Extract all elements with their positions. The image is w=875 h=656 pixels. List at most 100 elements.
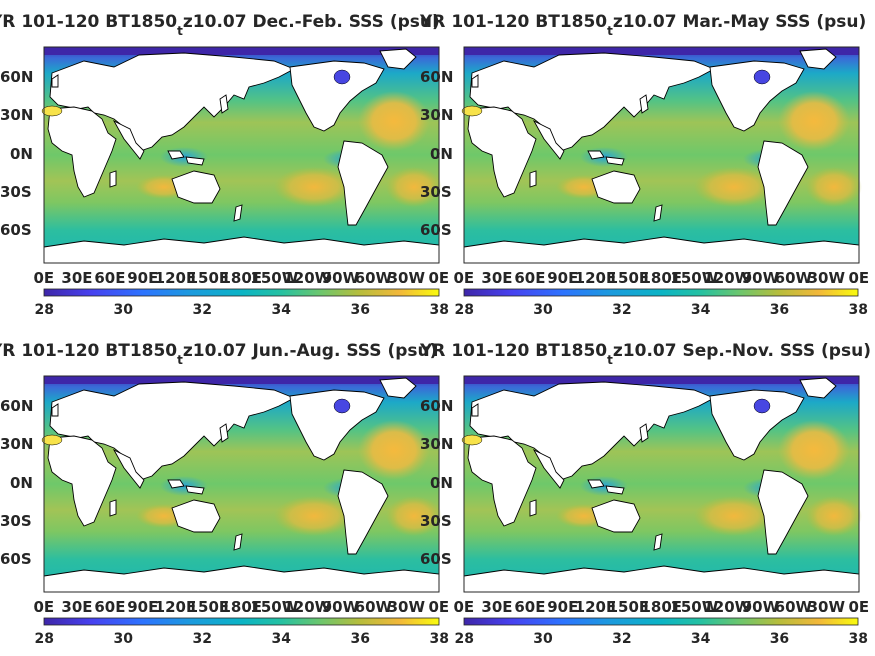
lon-label: 60E [514, 269, 546, 287]
lat-label: 0N [10, 474, 33, 492]
colorbar-tick-label: 36 [350, 302, 370, 318]
colorbar-tick-label: 28 [34, 631, 54, 647]
landmass [532, 119, 565, 160]
landmass [51, 403, 59, 417]
colorbar-tick-label: 38 [429, 302, 449, 318]
lon-label: 150E [187, 598, 230, 616]
landmass [529, 499, 537, 517]
colorbar [463, 288, 859, 297]
colorbar-tick-label: 32 [192, 302, 212, 318]
colorbar-tick-label: 34 [271, 631, 291, 647]
lat-label: 30N [420, 106, 454, 124]
colorbar-tick-label: 30 [533, 302, 553, 318]
colorbar-tick-label: 28 [34, 302, 54, 318]
lon-label: 60E [94, 269, 126, 287]
colorbar-tick-label: 34 [271, 302, 291, 318]
landmass [605, 485, 625, 495]
lon-label: 60E [94, 598, 126, 616]
landmass [757, 140, 809, 226]
lon-label: 60W [354, 598, 393, 616]
landmass [51, 74, 59, 88]
lat-label: 60N [0, 68, 34, 86]
lon-label: 0E [848, 598, 870, 616]
landmass [379, 48, 417, 70]
landmass [467, 435, 537, 527]
lon-label: 90W [741, 269, 780, 287]
landmass [471, 403, 479, 417]
lon-label: 30W [807, 269, 845, 287]
landmass [653, 533, 663, 551]
colorbar-tick-label: 34 [690, 631, 711, 647]
landmass [49, 52, 296, 152]
landmass [112, 119, 145, 160]
lat-label: 0N [430, 145, 453, 163]
colorbar-tick-label: 38 [848, 302, 868, 318]
panel-title: YR 101-120 BT1850tz10.07 Jun.-Aug. SSS (… [0, 341, 438, 368]
lon-label: 0E [848, 269, 870, 287]
colorbar-tick-label: 36 [350, 631, 370, 647]
lon-label: 150W [250, 269, 299, 287]
lon-label: 150E [607, 598, 650, 616]
landmass [219, 94, 229, 114]
colorbar-tick-label: 36 [769, 302, 790, 318]
colorbar-tick-label: 28 [454, 302, 474, 318]
landmass [757, 469, 809, 555]
lon-label: 120W [283, 598, 332, 616]
panel-title: YR 101-120 BT1850tz10.07 Dec.-Feb. SSS (… [0, 12, 440, 39]
lon-label: 150W [670, 269, 719, 287]
lon-label: 90W [321, 598, 360, 616]
sss-map [41, 46, 442, 264]
lat-label: 60N [0, 397, 34, 415]
lon-label: 0E [453, 269, 475, 287]
landmass [799, 377, 837, 399]
lon-label: 60W [354, 269, 393, 287]
panel-title: YR 101-120 BT1850tz10.07 Mar.-May SSS (p… [420, 12, 867, 39]
landmass [47, 435, 117, 527]
lon-label: 180E [220, 598, 263, 616]
lon-label: 60W [774, 269, 813, 287]
lon-label: 60W [774, 598, 813, 616]
colorbar-tick-label: 32 [612, 631, 632, 647]
landmass [167, 150, 185, 160]
lon-label: 120E [154, 269, 197, 287]
lon-label: 90E [547, 598, 579, 616]
colorbar [463, 617, 859, 626]
lat-label: 30S [420, 512, 452, 530]
colorbar [43, 617, 440, 626]
landmass [109, 499, 117, 517]
landmass [587, 479, 605, 489]
landmass [639, 423, 649, 443]
lon-label: 30E [61, 269, 93, 287]
lon-label: 90W [741, 598, 780, 616]
lon-label: 90E [127, 598, 159, 616]
sss-map [41, 375, 442, 593]
landmass [532, 448, 565, 489]
lon-label: 120E [574, 269, 617, 287]
lat-label: 0N [10, 145, 33, 163]
lon-label: 180E [640, 598, 683, 616]
lon-label: 120W [703, 598, 752, 616]
lon-label: 0E [33, 269, 55, 287]
colorbar-tick-label: 32 [192, 631, 212, 647]
colorbar-tick-label: 38 [429, 631, 449, 647]
landmass [47, 106, 117, 198]
landmass [529, 170, 537, 188]
lon-label: 120W [703, 269, 752, 287]
lat-label: 60N [420, 68, 454, 86]
lon-label: 120E [574, 598, 617, 616]
colorbar [43, 288, 440, 297]
landmass [171, 170, 221, 204]
colorbar-tick-label: 30 [533, 631, 553, 647]
lon-label: 0E [428, 598, 450, 616]
lat-label: 30N [0, 435, 34, 453]
lat-label: 30S [420, 183, 452, 201]
lon-label: 150W [670, 598, 719, 616]
lat-label: 60S [420, 550, 452, 568]
colorbar-tick-label: 30 [113, 631, 133, 647]
landmass [591, 170, 641, 204]
landmass [709, 389, 805, 461]
lon-label: 120E [154, 598, 197, 616]
landmass [591, 499, 641, 533]
lon-label: 30W [387, 269, 425, 287]
lon-label: 150W [250, 598, 299, 616]
